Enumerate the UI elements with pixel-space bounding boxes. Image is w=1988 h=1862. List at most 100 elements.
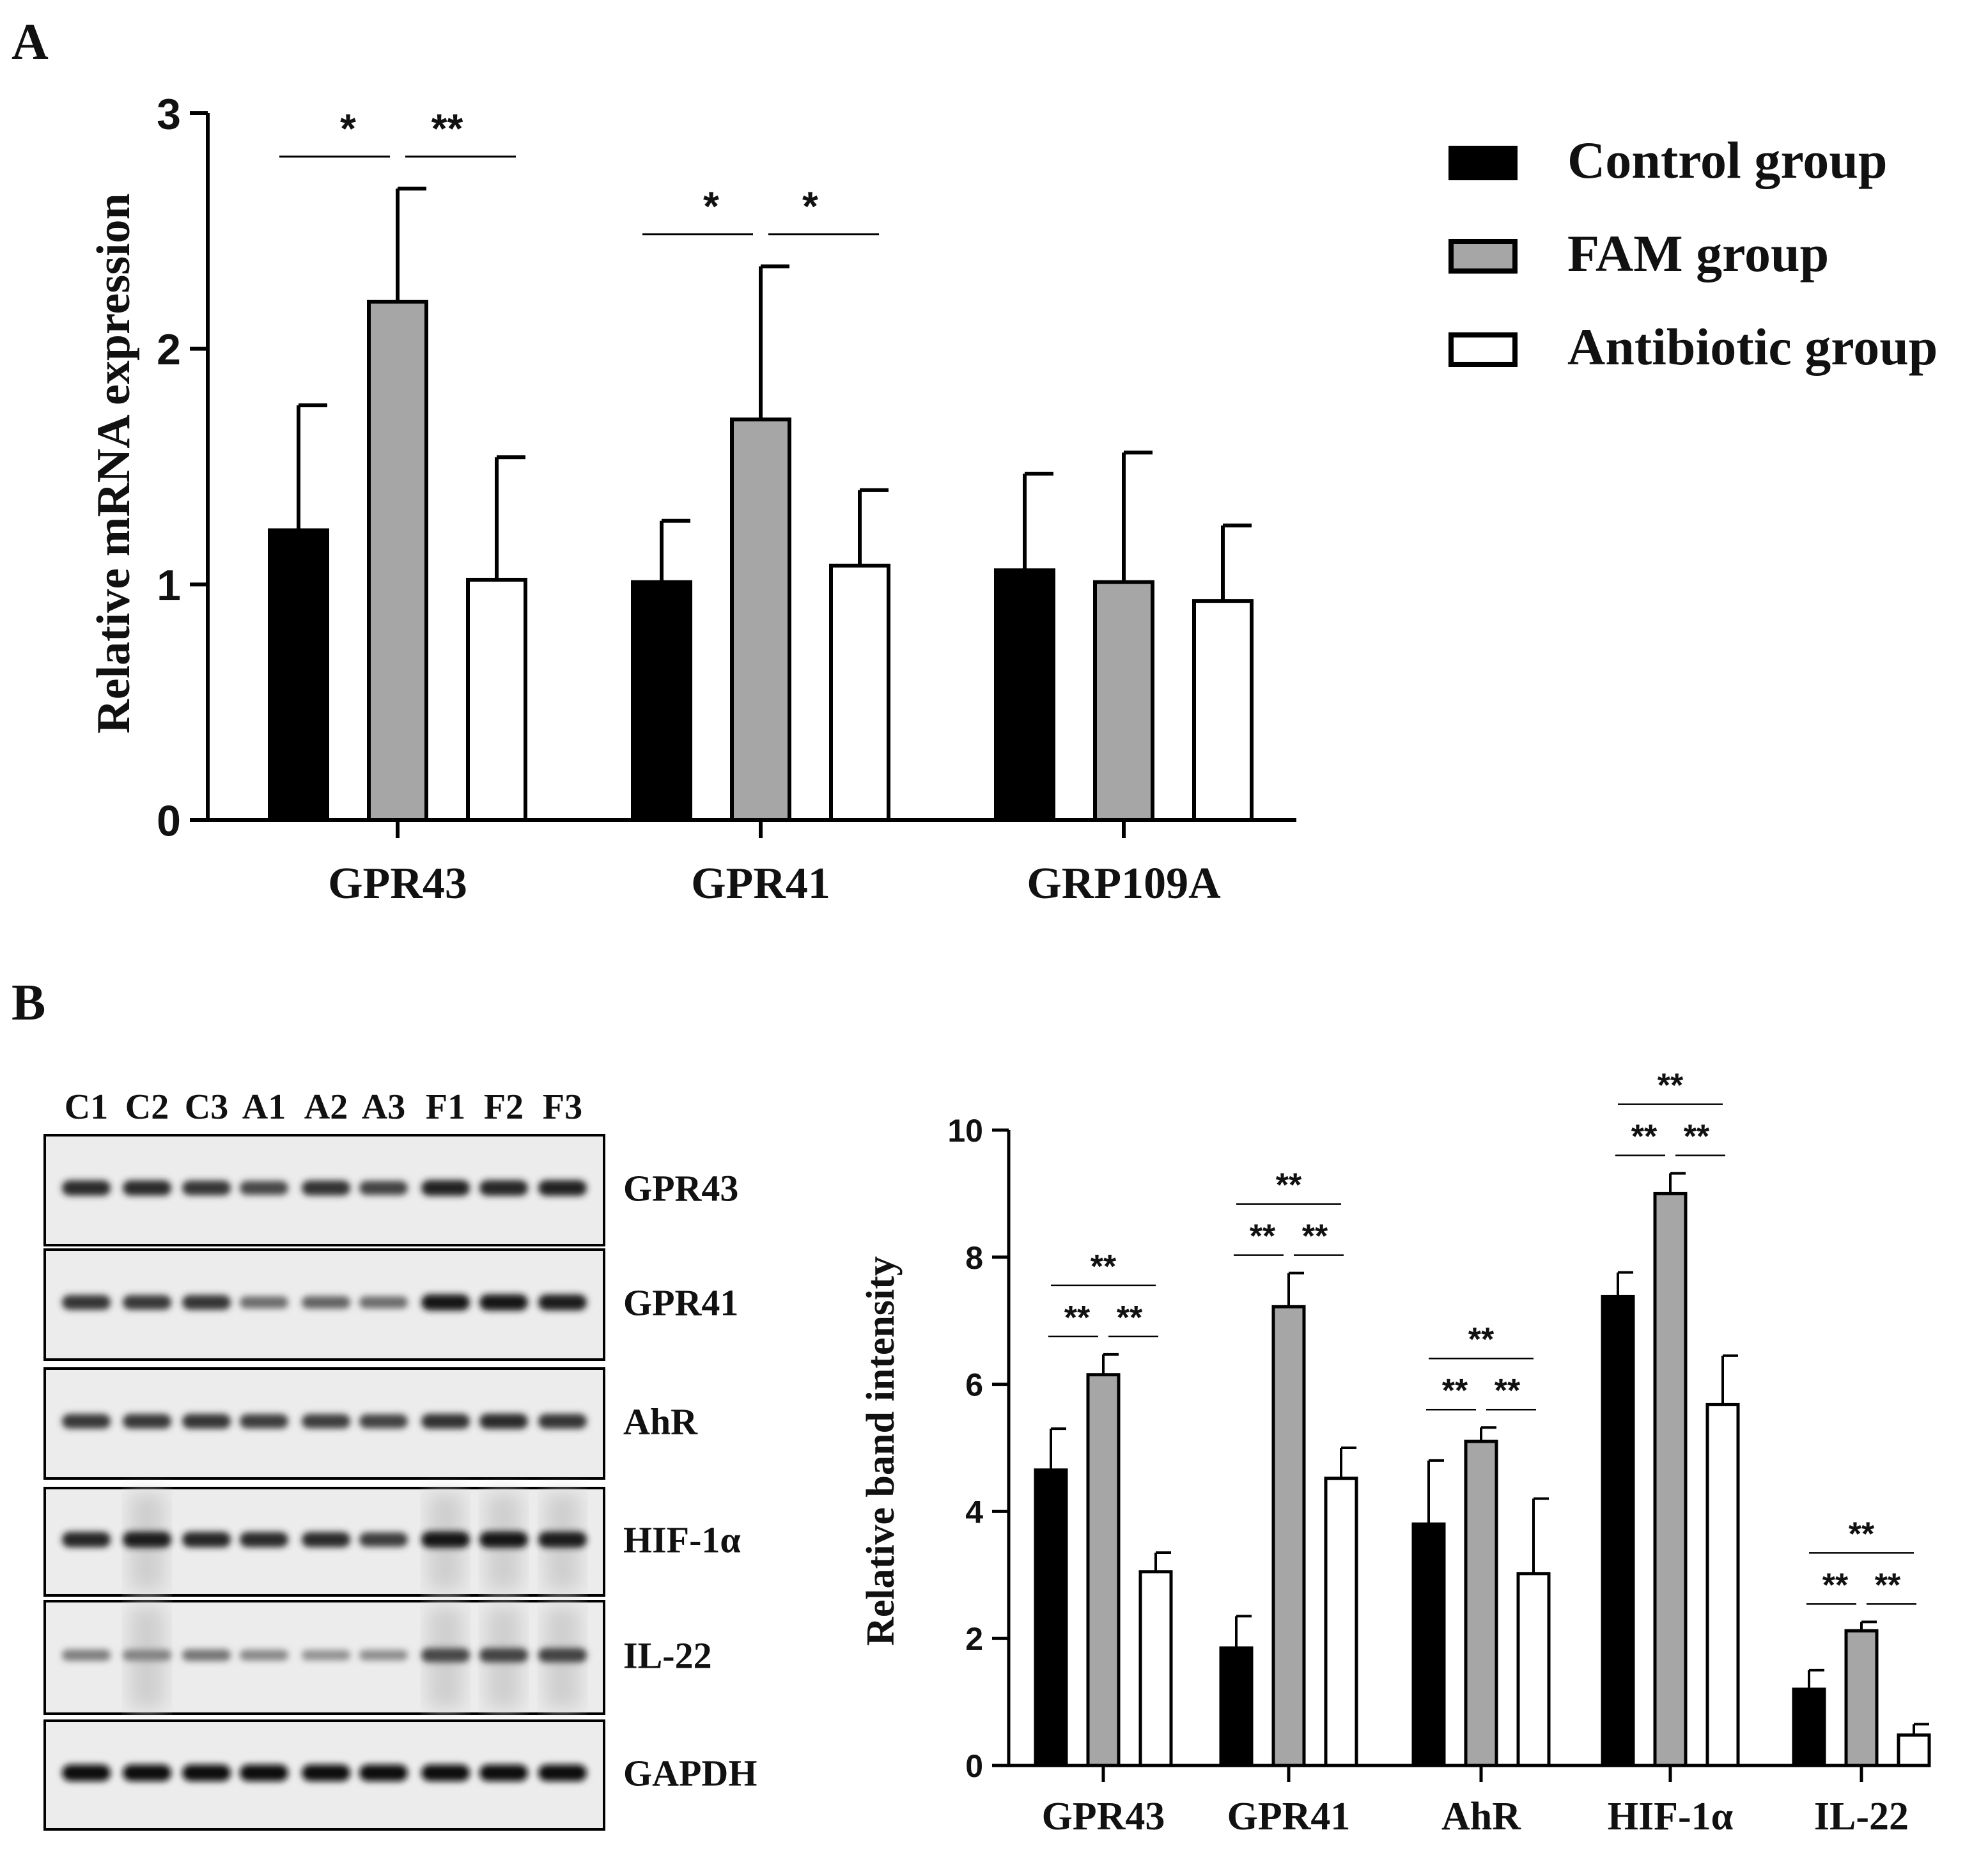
blot-row-label-gpr43: GPR43	[623, 1168, 738, 1209]
bar-control-gpr41	[1219, 1646, 1254, 1767]
blot-band-il-22-a2	[302, 1650, 350, 1661]
bar-fam-il-22	[1844, 1629, 1879, 1767]
blot-band-hif-1-f3	[538, 1532, 587, 1548]
legend-label-antibiotic: Antibiotic group	[1567, 318, 1938, 376]
bar-fam-hif-1	[1653, 1191, 1688, 1767]
bar-antibiotic-il-22	[1897, 1733, 1931, 1767]
blot-band-gpr43-f3	[538, 1180, 587, 1196]
bar-antibiotic-gpr43	[1138, 1570, 1173, 1767]
blot-row-gapdh: GAPDH	[43, 1719, 757, 1831]
bar-fam-gpr41	[730, 417, 791, 822]
blot-band-gpr41-a1	[240, 1296, 288, 1309]
y-tick-label: 2	[965, 1621, 983, 1657]
lane-label-c2: C2	[125, 1087, 169, 1127]
blot-band-ahr-c3	[182, 1413, 231, 1429]
legend-item-control: Control group	[1448, 131, 1887, 189]
y-tick-label: 6	[965, 1367, 983, 1403]
blot-band-gpr41-f2	[479, 1294, 528, 1311]
blot-row-label-gpr41: GPR41	[623, 1282, 738, 1324]
lane-label-a2: A2	[304, 1087, 348, 1127]
lane-label-a3: A3	[362, 1087, 405, 1127]
blot-row-label-ahr: AhR	[623, 1401, 698, 1443]
sig-star-left: **	[1631, 1119, 1658, 1156]
blot-band-hif-1-c3	[182, 1532, 231, 1548]
blot-band-gpr41-c1	[62, 1294, 111, 1310]
y-tick-label: 10	[947, 1113, 983, 1149]
blot-band-ahr-c2	[123, 1414, 171, 1429]
blot-band-gapdh-a2	[302, 1764, 350, 1781]
blot-band-gpr43-a2	[302, 1180, 350, 1196]
blot-band-ahr-c1	[62, 1414, 111, 1429]
legend-item-fam: FAM group	[1448, 224, 1829, 283]
lane-label-c3: C3	[185, 1087, 228, 1127]
blot-band-gapdh-c1	[62, 1764, 111, 1781]
bar-control-il-22	[1792, 1687, 1826, 1767]
bar-control-hif-1	[1601, 1294, 1635, 1767]
legend-item-antibiotic: Antibiotic group	[1448, 318, 1938, 376]
sig-star-left: **	[1442, 1372, 1468, 1409]
chart-b-ylabel: Relative band intensity	[859, 1256, 903, 1646]
bar-antibiotic-hif-1	[1705, 1402, 1740, 1767]
blot-row-label-hif-1: HIF-1α	[623, 1519, 741, 1561]
blot-band-ahr-a3	[359, 1414, 408, 1429]
bar-fam-gpr41	[1271, 1305, 1306, 1767]
blot-band-hif-1-a1	[240, 1532, 288, 1548]
bar-control-ahr	[1411, 1522, 1446, 1767]
sig-star-top: **	[1658, 1067, 1684, 1105]
blot-row-label-gapdh: GAPDH	[623, 1753, 757, 1794]
western-blot: C1 C2 C3 A1 A2 A3 F1 F2 F3 GPR43 GPR41 AhR HIF-1α IL-…	[43, 1087, 757, 1831]
blot-band-gpr43-f1	[421, 1180, 470, 1196]
blot-band-gpr43-f2	[479, 1180, 528, 1196]
legend-label-control: Control group	[1567, 131, 1887, 189]
bar-control-gpr41	[631, 580, 692, 822]
sig-star-left: *	[703, 183, 719, 229]
blot-band-gpr43-c1	[62, 1180, 111, 1196]
category-label-gpr41: GPR41	[691, 859, 830, 908]
blot-band-ahr-a2	[302, 1414, 350, 1429]
sig-star-left: *	[340, 105, 356, 151]
lane-label-f3: F3	[543, 1087, 582, 1127]
blot-band-gpr41-f1	[421, 1294, 470, 1311]
chart-a-ylabel: Relative mRNA expression	[88, 193, 140, 733]
blot-band-gpr43-c3	[182, 1180, 231, 1196]
blot-band-il-22-f2	[479, 1648, 528, 1663]
bar-fam-gpr43	[1086, 1373, 1121, 1767]
legend: Control group FAM group Antibiotic group	[1448, 131, 1938, 376]
blot-band-hif-1-c2	[123, 1532, 171, 1548]
sig-star-right: *	[802, 183, 818, 229]
blot-row-il-22: IL-22	[43, 1600, 712, 1715]
sig-star-left: **	[1064, 1300, 1091, 1337]
blot-band-hif-1-c1	[62, 1532, 111, 1548]
category-label-hif-1: HIF-1α	[1608, 1795, 1733, 1838]
blot-row-label-il-22: IL-22	[623, 1634, 712, 1676]
bar-antibiotic-gpr41	[829, 563, 890, 823]
bar-control-gpr43	[268, 528, 329, 822]
bar-control-gpr43	[1034, 1468, 1068, 1767]
bar-fam-gpr43	[367, 299, 428, 822]
lane-label-a1: A1	[242, 1087, 286, 1127]
category-label-ahr: AhR	[1441, 1795, 1521, 1838]
blot-band-il-22-a1	[240, 1650, 288, 1661]
blot-band-gapdh-c2	[123, 1764, 171, 1781]
legend-label-fam: FAM group	[1567, 224, 1829, 283]
blot-band-gapdh-f2	[479, 1764, 528, 1781]
bar-antibiotic-gpr43	[466, 577, 527, 823]
blot-band-hif-1-a2	[302, 1532, 350, 1548]
category-label-il-22: IL-22	[1814, 1795, 1909, 1838]
panel-a-label: A	[12, 14, 49, 70]
blot-band-hif-1-f2	[479, 1531, 528, 1548]
blot-band-il-22-c1	[62, 1649, 111, 1661]
y-tick-label: 3	[157, 89, 181, 138]
blot-band-gpr41-c3	[182, 1294, 231, 1310]
lane-label-f2: F2	[484, 1087, 524, 1127]
blot-band-il-22-f1	[421, 1648, 470, 1663]
blot-band-gapdh-a1	[240, 1764, 288, 1781]
blot-band-gpr43-a1	[240, 1181, 288, 1195]
blot-band-gapdh-c3	[182, 1764, 231, 1781]
bar-antibiotic-gpr41	[1324, 1477, 1358, 1767]
blot-band-il-22-c2	[123, 1649, 171, 1661]
bar-control-grp109a	[994, 568, 1055, 822]
